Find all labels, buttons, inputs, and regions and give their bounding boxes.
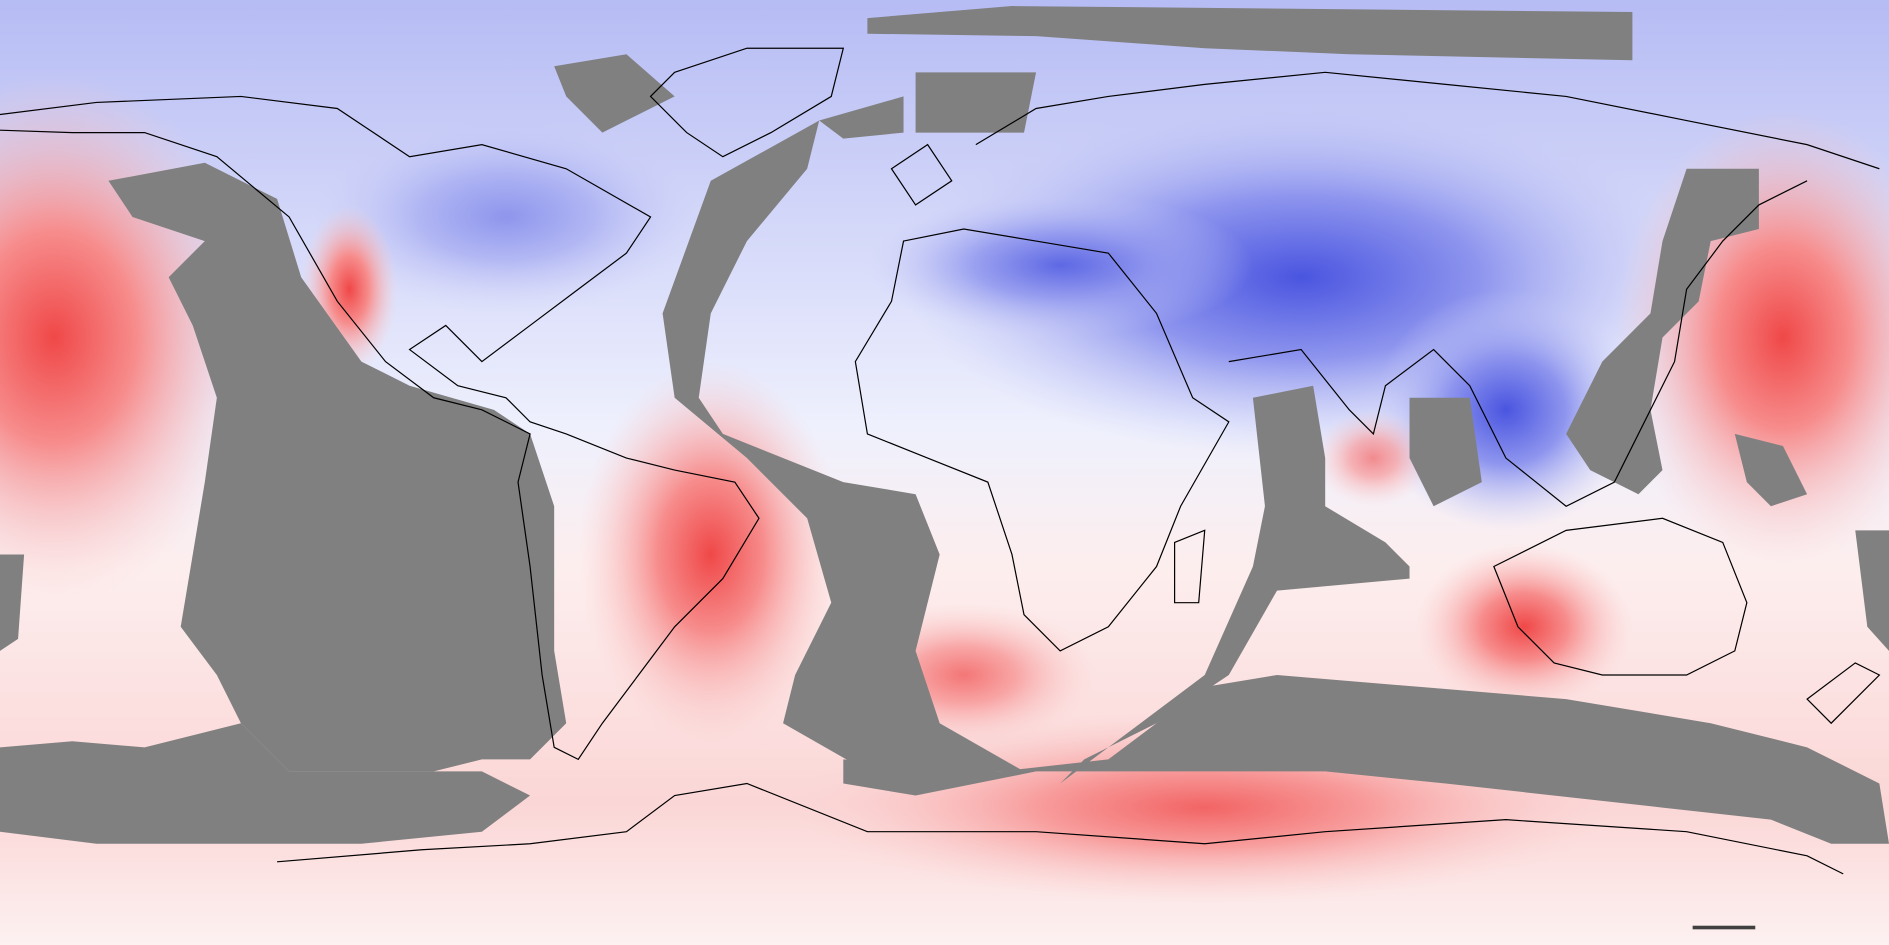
coastlines xyxy=(0,47,1881,875)
missing-data-mask xyxy=(0,6,1889,844)
scale-bar xyxy=(1692,925,1756,930)
